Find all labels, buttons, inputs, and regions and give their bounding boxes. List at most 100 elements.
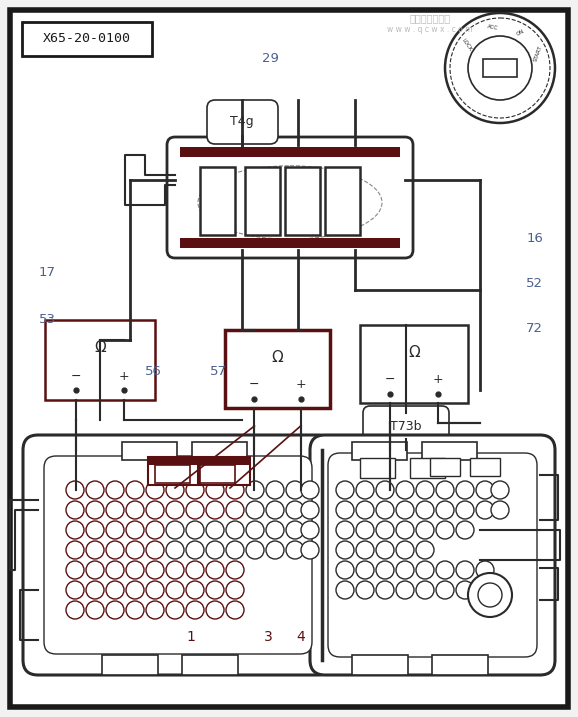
FancyBboxPatch shape (22, 22, 152, 56)
Text: 17: 17 (39, 266, 56, 279)
FancyBboxPatch shape (470, 458, 500, 476)
Circle shape (86, 561, 104, 579)
Circle shape (416, 481, 434, 499)
FancyBboxPatch shape (45, 320, 155, 400)
Circle shape (468, 573, 512, 617)
Circle shape (301, 521, 319, 539)
FancyBboxPatch shape (200, 465, 235, 483)
Text: 53: 53 (39, 313, 56, 326)
Circle shape (491, 481, 509, 499)
Circle shape (246, 521, 264, 539)
Circle shape (476, 481, 494, 499)
Circle shape (436, 521, 454, 539)
FancyBboxPatch shape (182, 655, 238, 675)
FancyBboxPatch shape (192, 442, 247, 460)
Circle shape (126, 481, 144, 499)
Circle shape (436, 561, 454, 579)
Circle shape (66, 541, 84, 559)
Circle shape (146, 581, 164, 599)
Circle shape (478, 583, 502, 607)
Circle shape (266, 521, 284, 539)
Circle shape (396, 481, 414, 499)
Text: 56: 56 (144, 365, 162, 378)
FancyBboxPatch shape (360, 458, 395, 478)
Circle shape (166, 501, 184, 519)
FancyBboxPatch shape (122, 442, 177, 460)
Circle shape (246, 501, 264, 519)
Circle shape (86, 501, 104, 519)
FancyBboxPatch shape (200, 457, 250, 485)
Circle shape (186, 481, 204, 499)
Text: X65-20-0100: X65-20-0100 (43, 32, 131, 45)
Circle shape (286, 541, 304, 559)
FancyBboxPatch shape (148, 457, 198, 485)
Circle shape (396, 501, 414, 519)
Circle shape (206, 581, 224, 599)
Circle shape (416, 561, 434, 579)
Circle shape (86, 521, 104, 539)
Circle shape (476, 561, 494, 579)
Circle shape (206, 501, 224, 519)
Circle shape (416, 521, 434, 539)
Circle shape (356, 481, 374, 499)
Circle shape (491, 501, 509, 519)
FancyBboxPatch shape (225, 330, 330, 408)
Circle shape (266, 501, 284, 519)
Circle shape (126, 501, 144, 519)
Circle shape (376, 561, 394, 579)
Circle shape (416, 541, 434, 559)
Text: 57: 57 (210, 365, 227, 378)
Circle shape (146, 541, 164, 559)
Circle shape (186, 601, 204, 619)
Circle shape (286, 501, 304, 519)
Circle shape (126, 521, 144, 539)
Circle shape (456, 501, 474, 519)
Circle shape (476, 501, 494, 519)
FancyBboxPatch shape (10, 10, 568, 707)
FancyBboxPatch shape (180, 238, 400, 248)
Circle shape (206, 521, 224, 539)
Circle shape (166, 581, 184, 599)
FancyBboxPatch shape (483, 59, 517, 77)
Circle shape (166, 541, 184, 559)
FancyBboxPatch shape (328, 453, 537, 657)
Text: LOCK: LOCK (460, 37, 473, 52)
Circle shape (396, 581, 414, 599)
Circle shape (126, 561, 144, 579)
Circle shape (66, 581, 84, 599)
Circle shape (356, 541, 374, 559)
Circle shape (456, 481, 474, 499)
Circle shape (396, 561, 414, 579)
Circle shape (206, 601, 224, 619)
FancyBboxPatch shape (310, 435, 555, 675)
Circle shape (86, 601, 104, 619)
Circle shape (456, 561, 474, 579)
Text: 16: 16 (526, 232, 543, 244)
Circle shape (266, 481, 284, 499)
Circle shape (476, 581, 494, 599)
Circle shape (166, 561, 184, 579)
Text: 4: 4 (296, 630, 305, 644)
Circle shape (106, 601, 124, 619)
Circle shape (301, 501, 319, 519)
Circle shape (186, 561, 204, 579)
Text: 1: 1 (186, 630, 195, 644)
Circle shape (456, 581, 474, 599)
FancyBboxPatch shape (410, 458, 445, 478)
Text: Ω: Ω (272, 350, 283, 365)
Circle shape (166, 481, 184, 499)
Circle shape (336, 481, 354, 499)
Circle shape (416, 581, 434, 599)
FancyBboxPatch shape (102, 655, 158, 675)
Circle shape (146, 501, 164, 519)
FancyBboxPatch shape (207, 100, 278, 144)
Circle shape (126, 541, 144, 559)
Text: −: − (385, 373, 395, 386)
Circle shape (186, 541, 204, 559)
FancyBboxPatch shape (167, 137, 413, 258)
Circle shape (146, 601, 164, 619)
Circle shape (146, 521, 164, 539)
Text: Ω: Ω (94, 341, 106, 356)
Circle shape (226, 481, 244, 499)
Text: ACC: ACC (487, 24, 499, 31)
